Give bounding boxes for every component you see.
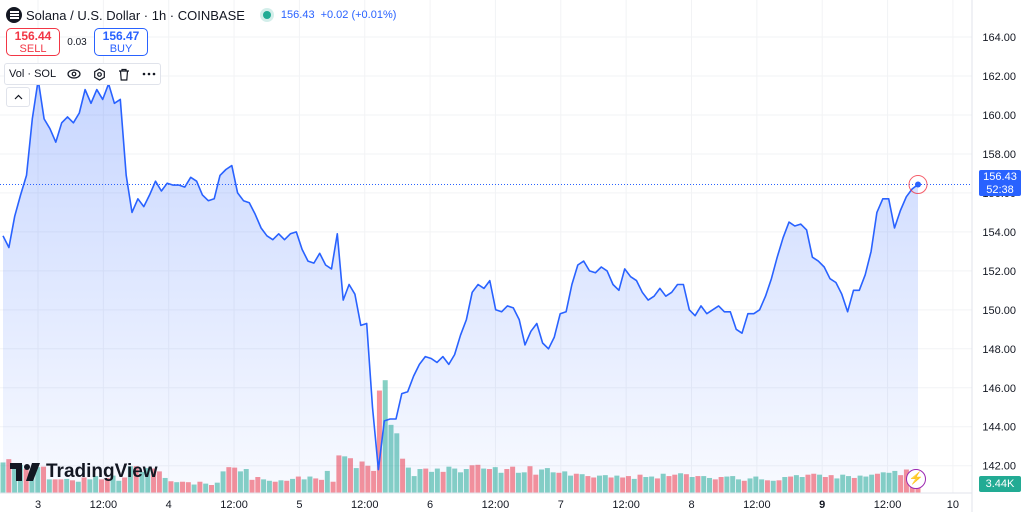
tradingview-logo[interactable]: TradingView — [10, 460, 158, 484]
time-axis: 3 12:00 4 12:00 5 12:00 6 12:00 7 12:00 8 12:00 9 12:… — [35, 499, 959, 511]
solana-logo-icon — [6, 7, 22, 23]
time-tick-label: 12:00 — [482, 499, 510, 511]
time-tick-label: 6 — [427, 499, 433, 511]
spread-value: 0.03 — [67, 36, 87, 48]
volume-indicator-label: Vol · SOL — [9, 68, 57, 80]
time-tick-label: 8 — [688, 499, 694, 511]
price-tick-label: 164.00 — [982, 32, 1016, 44]
time-tick-label: 12:00 — [220, 499, 248, 511]
buy-label: BUY — [109, 43, 133, 55]
last-price-marker — [915, 181, 921, 188]
volume-value-badge: 3.44K — [979, 476, 1021, 492]
time-tick-label: 12:00 — [351, 499, 379, 511]
symbol-title[interactable]: Solana / U.S. Dollar · 1h · COINBASE — [26, 7, 245, 23]
brand-name: TradingView — [46, 461, 158, 482]
price-tick-label: 146.00 — [982, 383, 1016, 395]
lightning-icon[interactable]: ⚡ — [906, 469, 926, 489]
collapse-legend-button[interactable] — [6, 87, 30, 107]
sell-price: 156.44 — [14, 29, 52, 43]
time-tick-label: 7 — [558, 499, 564, 511]
price-line — [2, 79, 919, 471]
volume-bar — [376, 390, 382, 493]
time-tick-label: 3 — [35, 499, 41, 511]
time-tick-label: 12:00 — [612, 499, 640, 511]
buy-price: 156.47 — [102, 29, 140, 43]
settings-icon[interactable] — [92, 67, 106, 81]
trash-icon[interactable] — [117, 67, 131, 81]
last-price-value: 156.43 — [280, 9, 315, 21]
time-tick-label: 12:00 — [874, 499, 902, 511]
eye-icon[interactable] — [67, 67, 81, 81]
tradingview-logo-icon — [10, 463, 40, 481]
price-tick-label: 160.00 — [982, 110, 1016, 122]
sell-label: SELL — [19, 43, 47, 55]
sell-button[interactable]: 156.44 SELL — [6, 28, 60, 56]
more-icon[interactable] — [142, 67, 156, 81]
price-tick-label: 142.00 — [982, 461, 1016, 473]
market-open-status-icon — [262, 11, 271, 19]
bar-countdown: 52:38 — [986, 184, 1014, 196]
time-tick-label: 9 — [819, 499, 825, 511]
price-tick-label: 144.00 — [982, 422, 1016, 434]
time-tick-label: 5 — [296, 499, 302, 511]
price-change-value: +0.02 (+0.01%) — [320, 9, 397, 21]
price-tick-label: 154.00 — [982, 227, 1016, 239]
time-tick-label: 10 — [947, 499, 959, 511]
last-price-badge: 156.43 52:38 — [979, 170, 1021, 196]
price-tick-label: 162.00 — [982, 71, 1016, 83]
chart-header: Solana / U.S. Dollar · 1h · COINBASE 156… — [6, 6, 396, 24]
chevron-up-icon — [14, 94, 22, 100]
time-tick-label: 12:00 — [743, 499, 771, 511]
time-tick-label: 4 — [166, 499, 172, 511]
last-price-badge-value: 156.43 — [983, 171, 1017, 183]
trade-panel: 156.44 SELL 0.03 156.47 BUY — [6, 28, 148, 56]
volume-indicator-legend[interactable]: Vol · SOL — [4, 63, 162, 85]
price-tick-label: 148.00 — [982, 344, 1016, 356]
price-axis: 164.00162.00160.00158.00156.00154.00152.… — [982, 32, 1016, 473]
price-tick-label: 150.00 — [982, 305, 1016, 317]
time-tick-label: 12:00 — [90, 499, 118, 511]
buy-button[interactable]: 156.47 BUY — [94, 28, 148, 56]
price-tick-label: 158.00 — [982, 149, 1016, 161]
last-price-marker-ring — [908, 175, 928, 195]
price-tick-label: 152.00 — [982, 266, 1016, 278]
price-area — [3, 79, 918, 494]
